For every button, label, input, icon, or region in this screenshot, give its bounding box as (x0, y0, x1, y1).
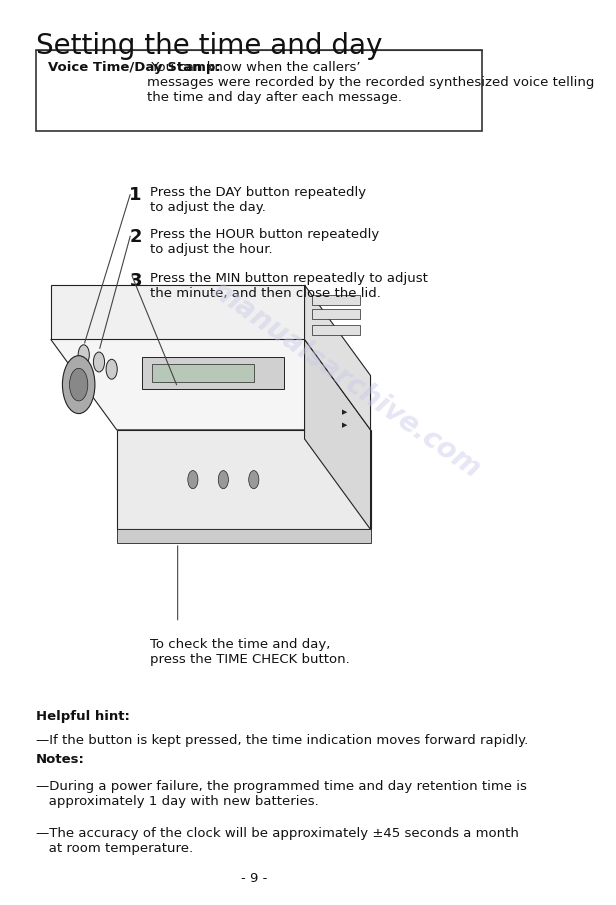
FancyBboxPatch shape (312, 325, 360, 335)
Text: - 9 -: - 9 - (241, 872, 267, 885)
Polygon shape (142, 357, 284, 389)
Text: Notes:: Notes: (36, 753, 84, 766)
Text: 3: 3 (129, 272, 142, 290)
Text: —The accuracy of the clock will be approximately ±45 seconds a month
   at room : —The accuracy of the clock will be appro… (36, 827, 519, 855)
Text: You can know when the callers’
messages were recorded by the recorded synthesize: You can know when the callers’ messages … (147, 61, 594, 104)
Polygon shape (304, 285, 371, 430)
Text: Press the HOUR button repeatedly
to adjust the hour.: Press the HOUR button repeatedly to adju… (150, 228, 379, 256)
Circle shape (94, 352, 105, 372)
Polygon shape (152, 364, 254, 382)
Text: Setting the time and day: Setting the time and day (36, 32, 382, 60)
Text: manualsarchive.com: manualsarchive.com (205, 276, 485, 484)
Text: ▶: ▶ (342, 423, 348, 428)
Text: —During a power failure, the programmed time and day retention time is
   approx: —During a power failure, the programmed … (36, 780, 527, 808)
Polygon shape (304, 339, 371, 529)
Polygon shape (117, 529, 371, 543)
Circle shape (249, 471, 259, 489)
Text: Press the MIN button repeatedly to adjust
the minute, and then close the lid.: Press the MIN button repeatedly to adjus… (150, 272, 428, 300)
Text: —If the button is kept pressed, the time indication moves forward rapidly.: —If the button is kept pressed, the time… (36, 734, 528, 747)
Circle shape (78, 345, 89, 365)
Circle shape (106, 359, 117, 379)
Circle shape (70, 368, 88, 401)
Polygon shape (51, 339, 371, 430)
Circle shape (62, 356, 95, 414)
Polygon shape (51, 285, 304, 339)
Text: ▶: ▶ (342, 409, 348, 414)
FancyBboxPatch shape (312, 309, 360, 319)
Text: 2: 2 (129, 228, 142, 246)
FancyBboxPatch shape (312, 295, 360, 305)
Text: Helpful hint:: Helpful hint: (36, 710, 129, 723)
Text: Press the DAY button repeatedly
to adjust the day.: Press the DAY button repeatedly to adjus… (150, 186, 366, 214)
Text: To check the time and day,
press the TIME CHECK button.: To check the time and day, press the TIM… (150, 638, 349, 666)
Text: Voice Time/Day Stamp:: Voice Time/Day Stamp: (48, 61, 221, 73)
Text: 1: 1 (129, 186, 142, 204)
Circle shape (188, 471, 198, 489)
Polygon shape (117, 430, 371, 529)
FancyBboxPatch shape (36, 50, 482, 131)
Circle shape (218, 471, 229, 489)
